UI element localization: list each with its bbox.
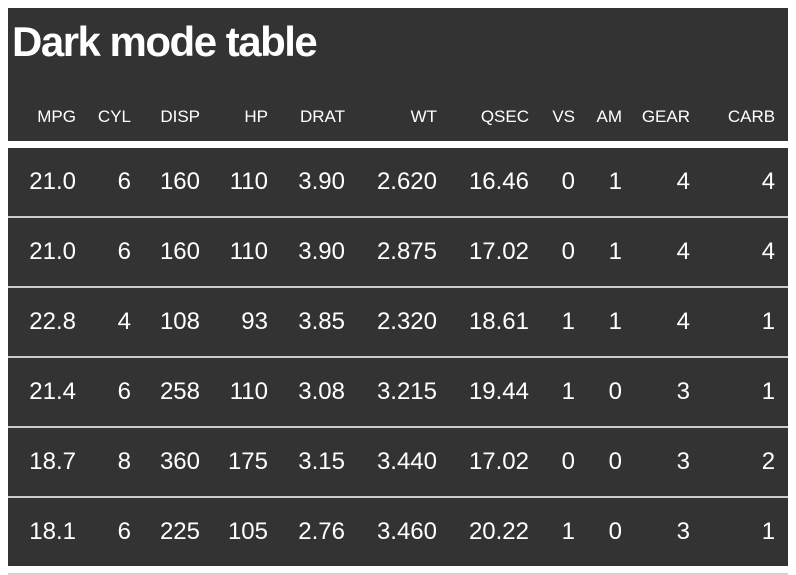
data-table: Dark mode table MPG CYL DISP HP DRAT WT … [8,8,789,566]
table-cell: 2.320 [358,286,450,357]
table-cell: 0 [588,426,635,497]
column-header-hp: HP [213,74,281,148]
column-header-vs: VS [542,74,588,148]
table-cell: 1 [703,286,789,357]
table-title: Dark mode table [12,18,318,65]
column-header-mpg: MPG [8,74,89,148]
table-cell: 3.15 [281,426,358,497]
table-cell: 0 [542,426,588,497]
table-cell: 0 [588,496,635,566]
table-cell: 3.08 [281,356,358,427]
table-cell: 108 [144,286,213,357]
table-cell: 6 [89,496,144,566]
table-cell: 4 [703,216,789,287]
column-header-carb: CARB [703,74,789,148]
column-header-wt: WT [358,74,450,148]
table-cell: 1 [703,356,789,427]
column-header-cyl: CYL [89,74,144,148]
table-cell: 4 [761,168,776,195]
table-cell: 160 [159,168,200,195]
table-cell: 20.22 [450,496,542,566]
table-cell: 18.61 [450,286,542,357]
table-cell: 3 [635,356,703,427]
table-cell: 4 [635,216,703,287]
column-header-row: MPG CYL DISP HP DRAT WT QSEC VS AM GEAR … [8,74,789,148]
column-header-qsec: QSEC [450,74,542,148]
table-row: 21.0 6 160 110 3.90 2.875 17.02 0 1 4 4 [8,216,789,287]
column-header-am: AM [588,74,635,148]
table-cell: 1 [703,496,789,566]
column-header-drat: DRAT [281,74,358,148]
table-cell: 17.02 [450,426,542,497]
table-cell: 160 [144,216,213,287]
table-cell: 2 [703,426,789,497]
table-cell: 3.215 [358,356,450,427]
table-cell: 0 [542,216,588,287]
table-cell: 16.46 [468,168,529,195]
table-cell: 1 [542,286,588,357]
table-cell: 225 [144,496,213,566]
table-cell: 8 [89,426,144,497]
table-cell: 21.0 [29,168,76,195]
table-cell: 4 [635,286,703,357]
table-cell: 18.1 [8,496,89,566]
table-cell: 175 [213,426,281,497]
table-cell: 1 [542,356,588,427]
table-cell: 3.90 [298,168,345,195]
table-cell: 21.0 [8,216,89,287]
table-cell: 21.4 [8,356,89,427]
title-row: Dark mode table [8,8,788,74]
table-cell: 105 [213,496,281,566]
table-cell: 3.85 [281,286,358,357]
table-body: 21.0 6 160 110 3.90 2.620 16.46 0 1 4 4 21.0 6 160 110… [8,145,789,566]
table-cell: 93 [213,286,281,357]
table-cell: 1 [588,286,635,357]
dark-mode-table: Dark mode table MPG CYL DISP HP DRAT WT … [8,8,789,575]
table-cell: 1 [542,496,588,566]
table-cell: 2.875 [358,216,450,287]
table-cell: 3.460 [358,496,450,566]
table-cell: 3.440 [358,426,450,497]
column-header-disp: DISP [144,74,213,148]
table-row: 21.4 6 258 110 3.08 3.215 19.44 1 0 3 1 [8,356,789,427]
table-cell: 3 [635,496,703,566]
table-cell: 360 [144,426,213,497]
table-cell: 3 [635,426,703,497]
table-cell: 1 [608,168,622,195]
table-cell: 110 [213,356,281,427]
table-cell: 17.02 [450,216,542,287]
table-cell: 258 [144,356,213,427]
table-cell: 18.7 [8,426,89,497]
table-cell: 2.76 [281,496,358,566]
table-cell: 1 [588,216,635,287]
table-cell: 3.90 [281,216,358,287]
table-cell: 4 [89,286,144,357]
table-row: 21.0 6 160 110 3.90 2.620 16.46 0 1 4 4 [8,145,788,218]
table-cell: 4 [676,168,690,195]
table-cell: 6 [117,168,131,195]
table-cell: 6 [89,356,144,427]
table-cell: 0 [561,168,575,195]
table-row: 18.7 8 360 175 3.15 3.440 17.02 0 0 3 2 [8,426,789,497]
table-row: 22.8 4 108 93 3.85 2.320 18.61 1 1 4 1 [8,286,789,357]
column-header-gear: GEAR [635,74,703,148]
table-cell: 19.44 [450,356,542,427]
table-cell: 110 [213,216,281,287]
table-cell: 110 [229,168,268,195]
table-cell: 0 [588,356,635,427]
table-cell: 22.8 [8,286,89,357]
table-cell: 6 [89,216,144,287]
table-header: Dark mode table MPG CYL DISP HP DRAT WT … [8,8,789,148]
table-cell: 2.620 [376,168,437,195]
table-row: 18.1 6 225 105 2.76 3.460 20.22 1 0 3 1 [8,496,789,566]
